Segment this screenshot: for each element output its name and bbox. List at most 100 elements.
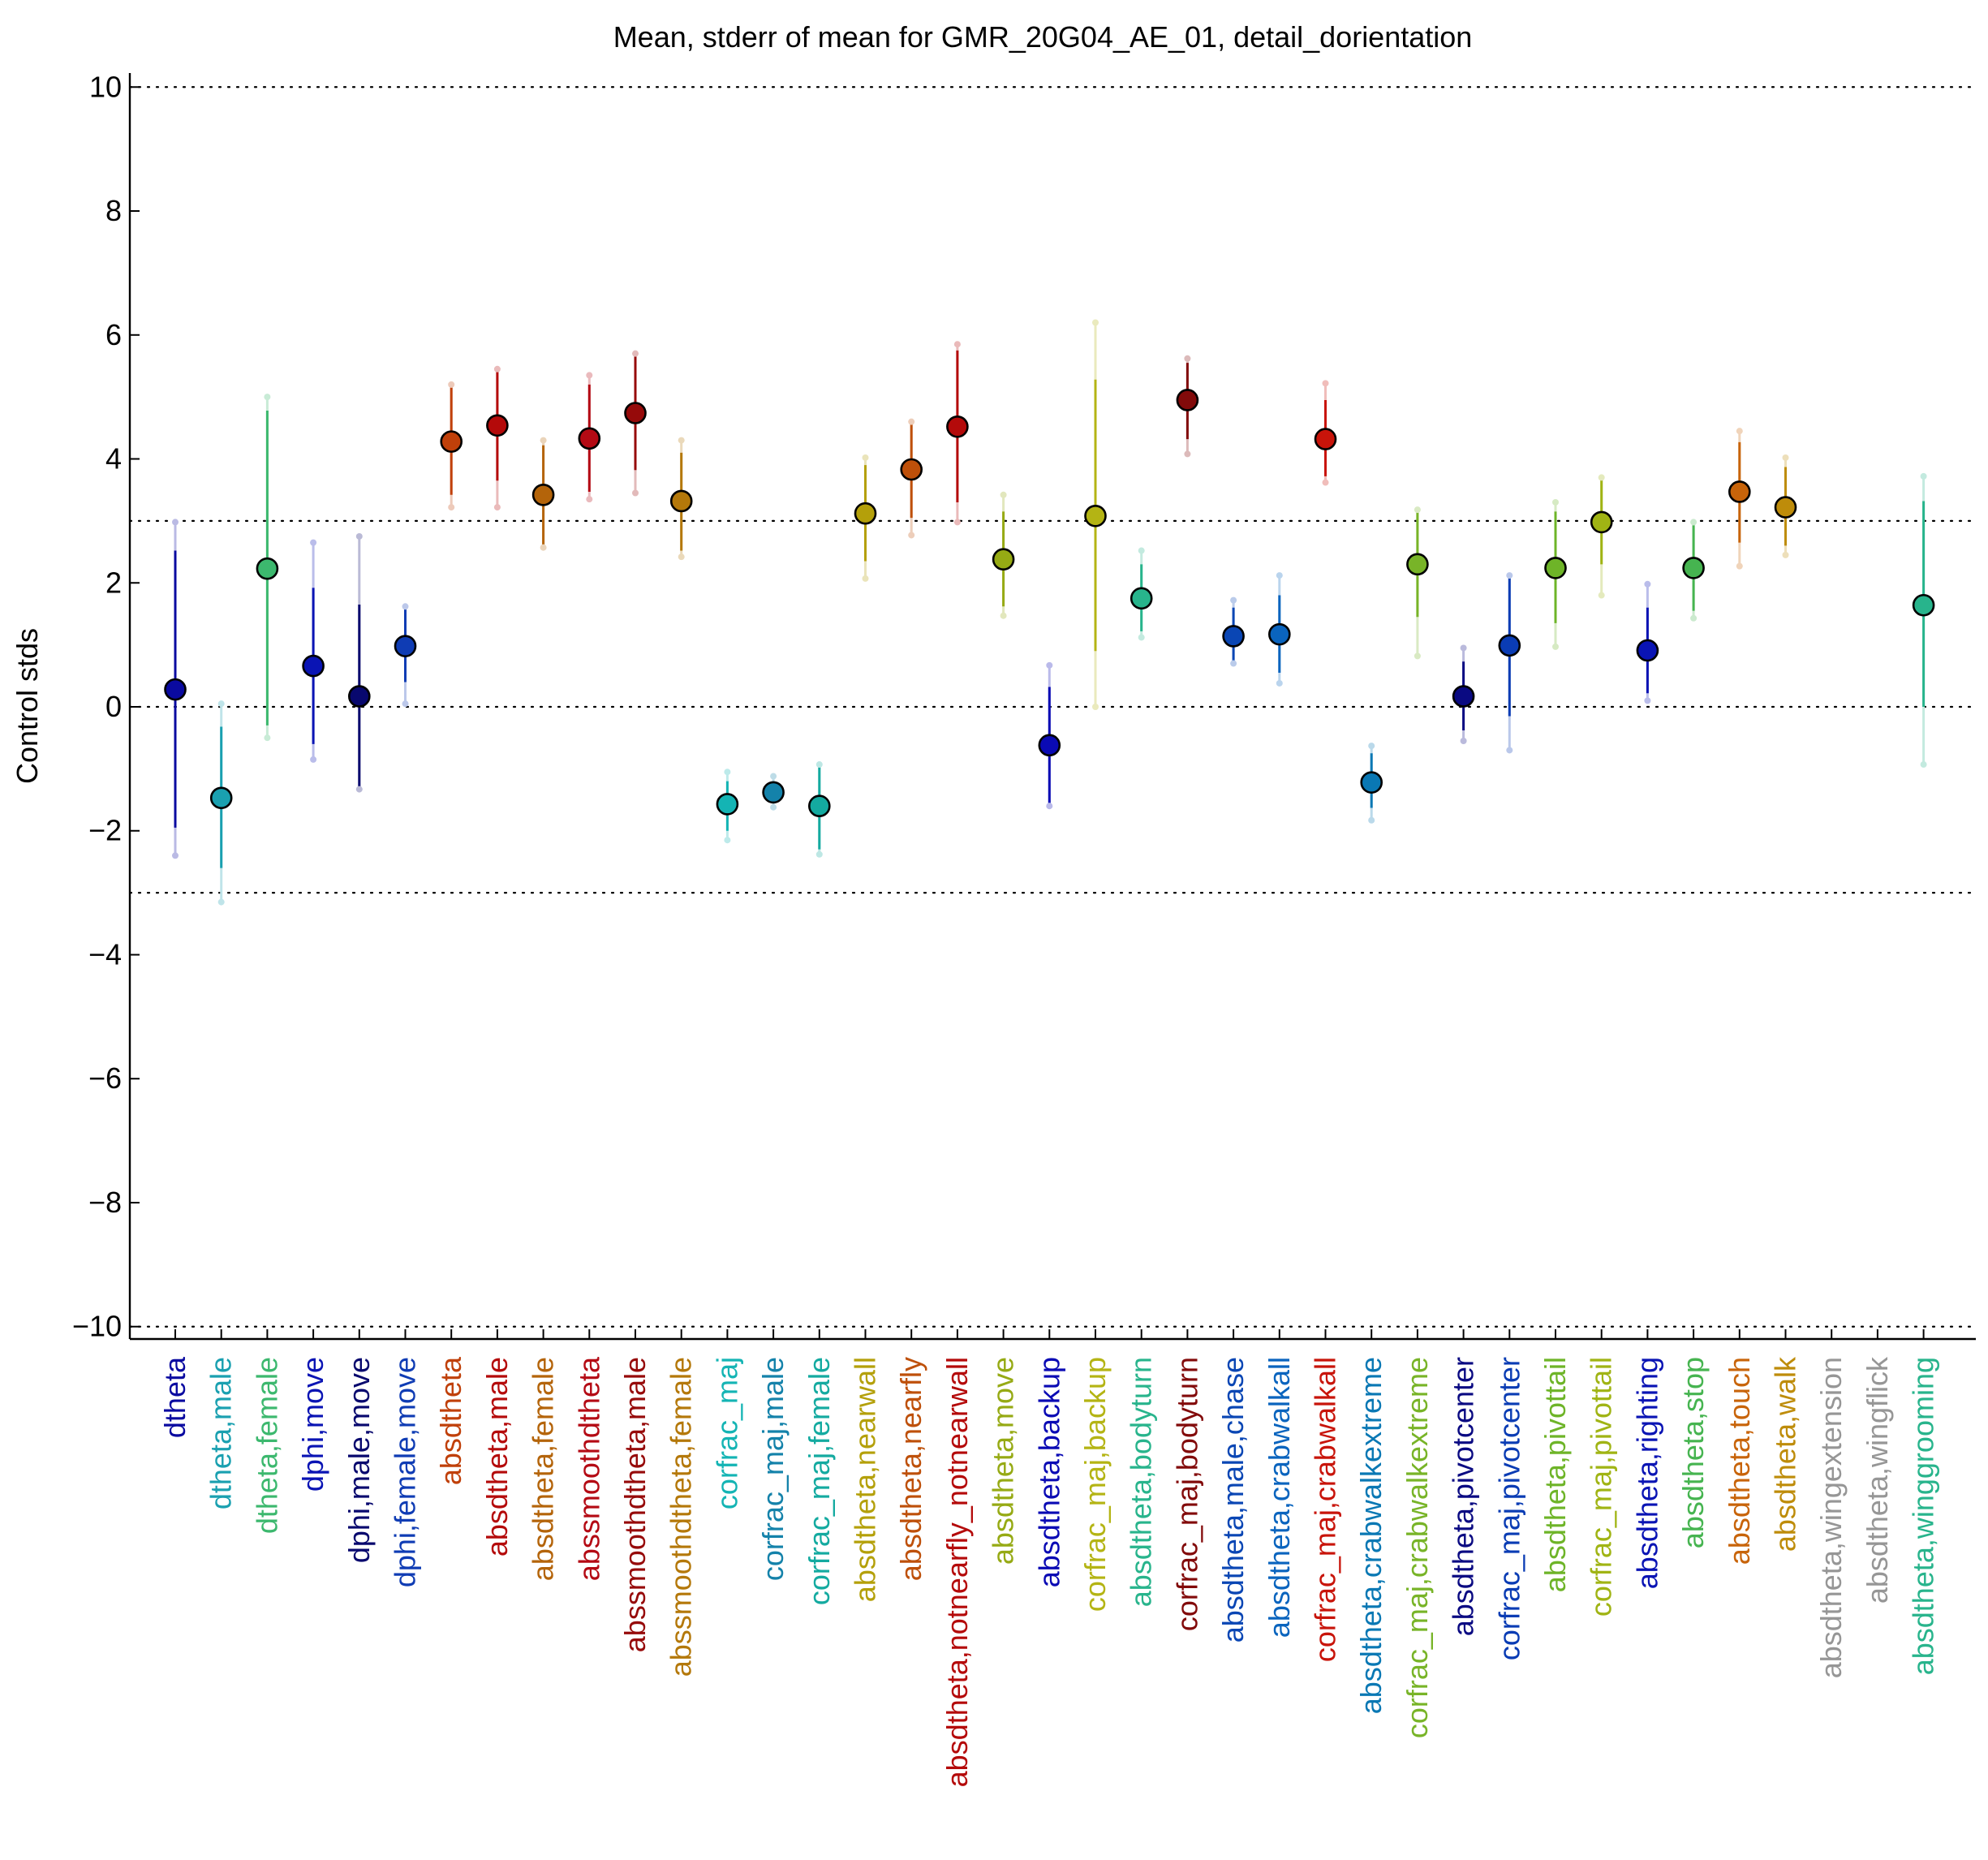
category-label: corfrac_maj,crabwalkall [1309,1357,1342,1662]
mean-point [347,685,371,708]
range-end-dot [1644,580,1651,588]
mean-point [1498,634,1521,657]
range-end-dot [1552,643,1559,650]
range-end-dot [355,532,363,540]
category-label: absdtheta,female [527,1357,560,1581]
point-group [854,454,877,582]
range-end-dot [678,553,685,561]
range-end-dot [1920,761,1927,769]
range-end-dot [815,761,823,769]
range-end-dot [953,341,961,348]
category-label: corfrac_maj,bodyturn [1170,1357,1203,1631]
range-end-dot [1276,572,1283,579]
mean-point [854,502,877,525]
range-end-dot [953,519,961,526]
point-group [578,372,601,503]
category-label: abssmoothdtheta,female [665,1357,698,1677]
range-end-dot [1322,380,1329,387]
point-group [1498,572,1521,754]
category-label: corfrac_maj,pivotcenter [1492,1357,1525,1660]
point-group [209,700,233,906]
range-end-dot [1460,644,1467,652]
range-end-dot [1782,454,1789,461]
mean-point [1084,504,1107,527]
x-ticks [174,1329,1925,1339]
range-end-dot [1046,661,1053,669]
category-label: absdtheta,wingflick [1861,1356,1894,1604]
range-end-dot [448,504,455,511]
mean-point [716,793,739,816]
range-end-dot [1184,355,1191,362]
category-label: dtheta [158,1356,191,1438]
range-end-dot [1046,803,1053,810]
mean-point [1452,685,1475,708]
range-end-dot [678,437,685,444]
range-end-dot [1644,697,1651,704]
range-end-dot [1230,596,1237,604]
range-end-dot [310,539,317,546]
range-end-dot [1460,738,1467,745]
mean-point [1176,389,1199,411]
category-label: corfrac_maj [710,1357,743,1509]
y-axis-label: Control stds [11,628,44,784]
category-label: absdtheta,pivotcenter [1447,1357,1480,1636]
y-tick-label: −4 [88,937,122,971]
range-end-dot [1690,614,1698,622]
mean-point [946,415,969,438]
range-end-dot [172,852,179,859]
range-end-dot [908,532,915,539]
range-end-dot [1092,704,1099,710]
category-label: dphi,move [296,1357,329,1492]
category-label: absdtheta,male [480,1357,514,1556]
category-label: absdtheta,walk [1769,1356,1802,1552]
mean-point [992,548,1015,571]
category-label: absdtheta,move [987,1357,1020,1565]
mean-point [669,489,693,513]
range-end-dot [724,837,731,844]
point-group [1130,547,1153,641]
range-end-dot [770,773,777,780]
mean-point [256,557,279,580]
range-end-dot [402,603,409,610]
category-labels: dtheta dtheta,male dtheta,female dphi,move d… [158,1356,1940,1787]
range-end-dot [310,756,317,763]
y-tick-label: −10 [72,1310,122,1343]
range-end-dot [908,418,915,425]
range-end-dot [217,700,225,708]
point-group [1176,355,1199,458]
point-group [531,437,555,551]
point-group [1038,661,1061,810]
point-group [992,491,1015,619]
range-end-dot [632,489,639,497]
point-group [1774,454,1797,558]
category-label: absdtheta,touch [1723,1357,1756,1565]
point-group [1590,474,1613,599]
mean-point [486,414,509,437]
range-end-dot [1598,592,1605,599]
mean-point [900,458,923,481]
mean-point [1774,496,1797,519]
point-group [1084,319,1107,710]
y-tick-label: −2 [88,814,122,847]
range-end-dot [1414,652,1421,660]
category-label: dtheta,male [204,1357,238,1509]
point-group [1406,506,1429,660]
category-label: absdtheta,wingextension [1814,1357,1848,1678]
category-label: corfrac_maj,pivottail [1585,1357,1618,1617]
point-group [807,761,831,858]
category-label: absdtheta,notnearfly_notnearwall [940,1357,974,1787]
range-end-dot [1276,679,1283,687]
point-group [624,350,647,497]
point-group [302,539,325,763]
category-label: corfrac_maj,female [803,1357,836,1605]
y-tick-label: 2 [105,566,122,599]
range-end-dot [724,769,731,776]
mean-point [440,430,463,453]
range-end-dot [355,786,363,793]
point-group [1360,743,1383,824]
point-group [762,773,785,811]
category-label: absdtheta,nearfly [894,1357,927,1581]
y-tick-label: 6 [105,318,122,351]
range-end-dot [264,734,271,742]
